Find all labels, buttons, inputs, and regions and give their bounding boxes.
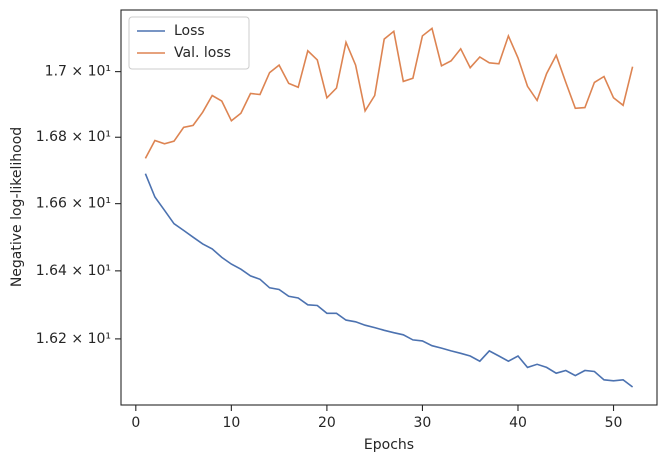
x-tick-label: 0 — [131, 415, 140, 431]
x-tick-label: 20 — [318, 415, 336, 431]
y-tick-label: 1.66 × 10¹ — [36, 196, 111, 212]
axes-frame — [120, 9, 658, 406]
x-axis-label: Epochs — [364, 437, 414, 453]
y-tick-label: 1.7 × 10¹ — [45, 64, 111, 80]
x-tick-label: 40 — [509, 415, 527, 431]
y-tick-label: 1.64 × 10¹ — [36, 263, 111, 279]
x-tick-label: 10 — [222, 415, 240, 431]
legend-box — [128, 16, 250, 70]
y-tick-label: 1.68 × 10¹ — [36, 129, 111, 145]
series-line — [144, 173, 634, 388]
legend-label: Val. loss — [174, 45, 231, 61]
y-axis-label: Negative log-likelihood — [9, 127, 25, 287]
series-line — [144, 27, 634, 159]
y-tick-label: 1.62 × 10¹ — [36, 331, 111, 347]
x-tick-label: 50 — [605, 415, 623, 431]
x-tick-label: 30 — [414, 415, 432, 431]
legend-label: Loss — [174, 23, 205, 39]
